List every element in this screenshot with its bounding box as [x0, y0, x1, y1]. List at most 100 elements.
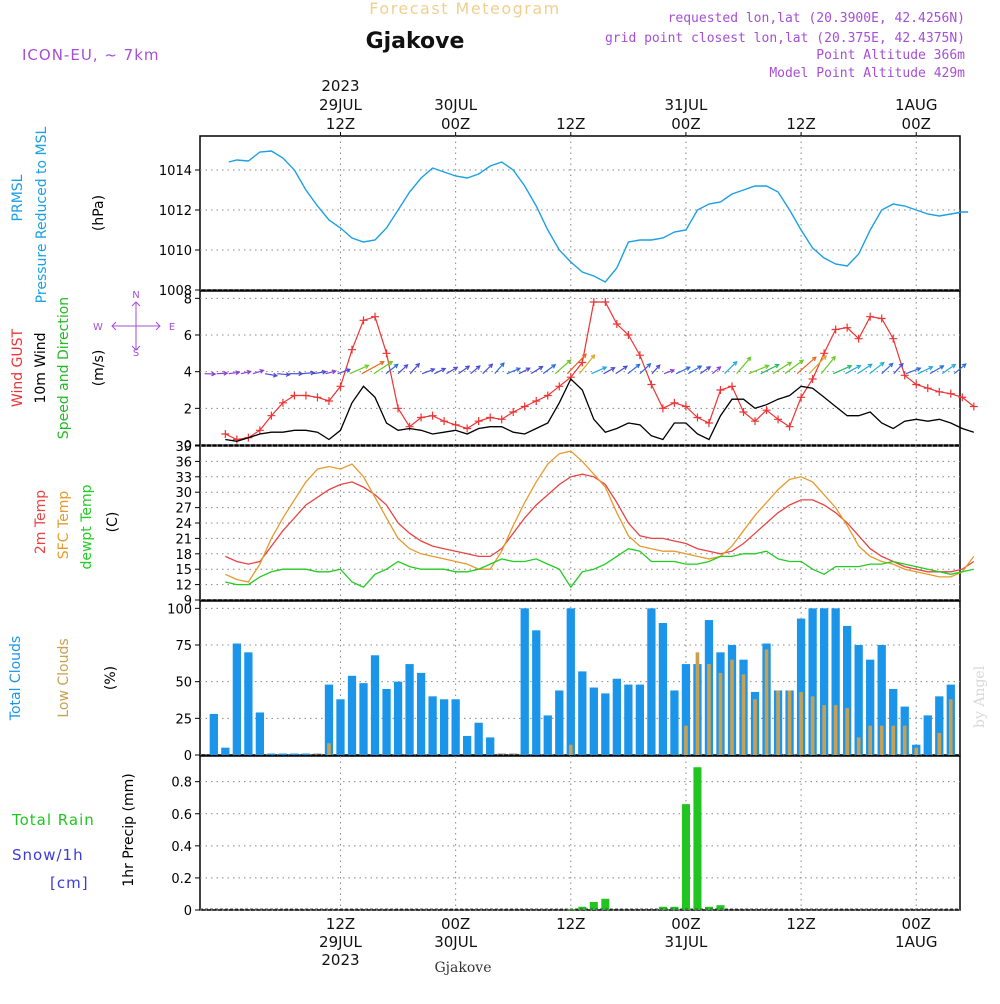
gust-marker — [716, 386, 724, 394]
total-cloud-bar — [233, 644, 241, 755]
total-cloud-bar — [486, 737, 494, 755]
total-cloud-bar — [636, 685, 644, 755]
pressure-units: (hPa) — [91, 195, 107, 231]
low-cloud-bar — [949, 699, 953, 755]
gust-marker — [797, 393, 805, 401]
low-cloud-bar — [845, 708, 849, 755]
bottom-time-label: 00Z — [441, 915, 470, 933]
temperature-ytick-label: 27 — [175, 502, 192, 517]
total-cloud-bar — [567, 608, 575, 755]
temp-units: (C) — [105, 512, 121, 533]
wind-gust-label: Wind GUST — [10, 328, 26, 407]
total-cloud-bar — [544, 715, 552, 755]
wind-direction-arrow — [894, 364, 903, 374]
precip-frame — [200, 756, 960, 910]
low-cloud-bar — [569, 745, 573, 755]
gust-marker — [705, 419, 713, 427]
gust-marker — [463, 425, 471, 433]
gust-marker — [889, 335, 897, 343]
rain-bar — [682, 804, 690, 910]
total-cloud-bar — [924, 715, 932, 755]
gust-marker — [878, 315, 886, 323]
total-cloud-bar — [359, 683, 367, 755]
top-time-label: 00Z — [902, 115, 931, 133]
total-cloud-bar — [475, 723, 483, 755]
gust-marker — [636, 351, 644, 359]
gust-marker — [509, 408, 517, 416]
bottom-time-label: 1AUG — [895, 933, 937, 951]
low-cloud-bar — [914, 748, 918, 755]
temperature-ytick-label: 18 — [175, 548, 192, 563]
gust-marker — [670, 399, 678, 407]
gust-marker — [532, 397, 540, 405]
location-title: Gjakove — [366, 29, 465, 54]
top-time-label: 30JUL — [434, 96, 477, 114]
total-cloud-bar — [394, 682, 402, 755]
clouds-ytick-label: 50 — [175, 676, 192, 691]
total-cloud-bar — [440, 699, 448, 755]
low-cloud-bar — [719, 673, 723, 755]
temperature-ytick-label: 15 — [175, 563, 192, 578]
wind-speed-line — [225, 379, 974, 441]
wind-10m-label: 10m Wind — [33, 332, 49, 403]
low-cloud-bar — [753, 699, 757, 755]
low-cloud-bar — [799, 692, 803, 755]
clouds-units: (%) — [103, 666, 119, 690]
gust-marker — [383, 349, 391, 357]
bottom-time-label: 31JUL — [665, 933, 708, 951]
total-cloud-bar — [451, 699, 459, 755]
bottom-time-label: 12Z — [326, 915, 355, 933]
total-cloud-bar — [279, 754, 287, 755]
low-cloud-bar — [903, 726, 907, 755]
temperature-ytick-label: 36 — [175, 455, 192, 470]
rain-bar — [705, 907, 713, 910]
clouds-ytick-label: 0 — [184, 749, 192, 764]
low-cloud-bar — [868, 726, 872, 755]
wind-direction-arrow — [640, 364, 651, 374]
forecast-title: Forecast Meteogram — [369, 0, 560, 18]
gust-marker — [371, 313, 379, 321]
gust-marker — [659, 404, 667, 412]
gust-marker — [360, 316, 368, 324]
wind-direction-arrow — [459, 366, 470, 373]
wind-direction-arrow — [628, 364, 640, 373]
total-cloud-bar — [256, 712, 264, 755]
total-cloud-bar — [267, 754, 275, 755]
precip-ytick-label: 0.6 — [171, 808, 192, 823]
compass-n: N — [132, 290, 139, 301]
compass-w: W — [93, 322, 103, 333]
low-cloud-bar — [880, 726, 884, 755]
total-cloud-bar — [463, 736, 471, 755]
pressure-ytick-label: 1014 — [159, 164, 192, 179]
wind-direction-arrow — [410, 364, 419, 374]
wind-direction-arrow — [471, 366, 480, 374]
bottom-time-label: 00Z — [902, 915, 931, 933]
precip-units: 1hr Precip (mm) — [121, 773, 137, 886]
gust-marker — [302, 392, 310, 400]
gust-marker — [440, 417, 448, 425]
gust-marker — [521, 403, 529, 411]
wind-direction-arrow — [386, 364, 398, 373]
gust-marker — [429, 412, 437, 420]
total-cloud-bar — [382, 689, 390, 755]
precip-ytick-label: 0.8 — [171, 776, 192, 791]
gust-marker — [486, 414, 494, 422]
temperature-ytick-label: 30 — [175, 486, 192, 501]
top-time-label: 2023 — [321, 77, 359, 95]
wind-direction-arrow — [579, 355, 594, 374]
top-time-label: 31JUL — [665, 96, 708, 114]
low-cloud-bar — [834, 705, 838, 755]
gust-marker — [221, 430, 229, 438]
gust-marker — [590, 298, 598, 306]
top-time-label: 12Z — [556, 115, 585, 133]
total-cloud-bar — [348, 676, 356, 755]
temperature-ytick-label: 24 — [175, 517, 192, 532]
gust-marker — [313, 393, 321, 401]
wind-ytick-label: 6 — [184, 329, 192, 344]
total-clouds-label: Total Clouds — [8, 636, 24, 721]
bottom-time-label: 2023 — [321, 951, 359, 969]
wind-ytick-label: 2 — [184, 402, 192, 417]
compass-arrows — [112, 302, 160, 350]
